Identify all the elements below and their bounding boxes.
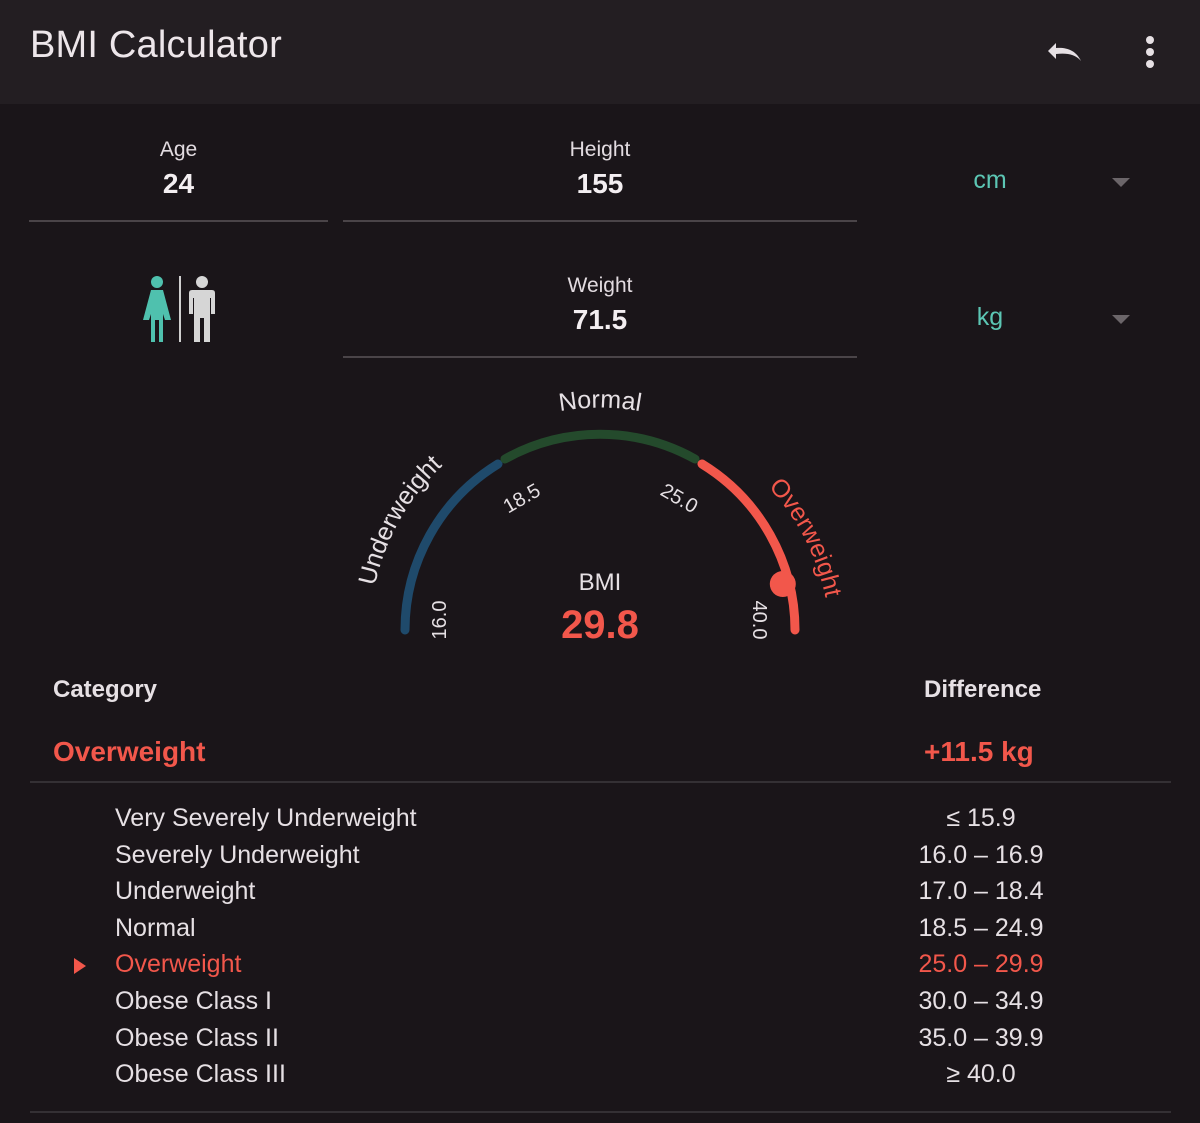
height-unit-value: cm xyxy=(973,166,1007,194)
weight-field[interactable]: Weight 71.5 xyxy=(343,274,857,358)
category-range: 17.0 – 18.4 xyxy=(918,877,1044,906)
category-name: Underweight xyxy=(115,877,256,906)
category-name: Overweight xyxy=(115,950,242,979)
zone-label-normal: Normal xyxy=(557,390,644,417)
category-name: Severely Underweight xyxy=(115,840,360,869)
more-vert-icon xyxy=(1146,36,1154,68)
chevron-down-icon xyxy=(1112,178,1130,187)
category-range: 35.0 – 39.9 xyxy=(918,1023,1044,1052)
weight-unit-select[interactable]: kg xyxy=(900,289,1130,349)
app-bar: BMI Calculator xyxy=(0,0,1200,104)
bmi-label: BMI xyxy=(579,569,622,596)
tick-label-18-5: 18.5 xyxy=(500,480,545,519)
female-icon[interactable] xyxy=(143,276,171,342)
category-row: Severely Underweight 16.0 – 16.9 xyxy=(0,837,1200,874)
category-list: Very Severely Underweight ≤ 15.9 Severely … xyxy=(0,800,1200,1093)
tick-label-40: 40.0 xyxy=(748,601,770,640)
weight-value[interactable]: 71.5 xyxy=(572,304,628,335)
category-range: 30.0 – 34.9 xyxy=(918,986,1044,1015)
bmi-gauge: Underweight Normal Overweight 16.0 18.5 … xyxy=(353,390,847,647)
height-field[interactable]: Height 155 xyxy=(343,138,857,222)
category-name: Obese Class I xyxy=(115,986,273,1015)
gauge-arc-overweight xyxy=(697,459,800,635)
category-header: Category xyxy=(53,676,158,703)
category-range: 25.0 – 29.9 xyxy=(918,950,1044,979)
tick-label-25: 25.0 xyxy=(657,480,702,519)
category-row: Obese Class II 35.0 – 39.9 xyxy=(0,1020,1200,1057)
bmi-value: 29.8 xyxy=(561,603,639,647)
gender-divider xyxy=(179,276,181,342)
play-arrow-icon xyxy=(74,958,86,975)
app-title: BMI Calculator xyxy=(30,24,282,66)
tick-label-16: 16.0 xyxy=(429,601,451,640)
category-row: Overweight 25.0 – 29.9 xyxy=(0,946,1200,983)
category-range: 16.0 – 16.9 xyxy=(918,840,1044,869)
category-row: Obese Class III ≥ 40.0 xyxy=(0,1056,1200,1093)
gauge-marker xyxy=(769,571,796,597)
more-options-button[interactable] xyxy=(1120,22,1180,82)
male-icon[interactable] xyxy=(189,276,215,342)
undo-button[interactable] xyxy=(1034,22,1094,82)
category-row: Obese Class I 30.0 – 34.9 xyxy=(0,983,1200,1020)
category-row: Very Severely Underweight ≤ 15.9 xyxy=(0,800,1200,837)
height-label: Height xyxy=(569,138,631,161)
category-name: Normal xyxy=(115,913,196,942)
weight-unit-value: kg xyxy=(976,303,1004,331)
category-range: ≥ 40.0 xyxy=(946,1060,1016,1089)
category-row: Normal 18.5 – 24.9 xyxy=(0,910,1200,947)
age-value[interactable]: 24 xyxy=(162,168,195,199)
chevron-down-icon xyxy=(1112,315,1130,324)
age-field[interactable]: Age 24 xyxy=(29,138,328,222)
category-name: Very Severely Underweight xyxy=(115,804,417,832)
gender-toggle[interactable] xyxy=(138,274,218,346)
divider xyxy=(30,781,1171,783)
category-name: Obese Class III xyxy=(115,1060,286,1089)
result-category: Overweight xyxy=(53,736,206,767)
weight-label: Weight xyxy=(567,274,633,297)
gauge-arc-underweight xyxy=(400,459,503,635)
category-row: Underweight 17.0 – 18.4 xyxy=(0,873,1200,910)
difference-header: Difference xyxy=(924,676,1042,703)
category-range: 18.5 – 24.9 xyxy=(918,913,1044,942)
height-value[interactable]: 155 xyxy=(576,168,624,199)
result-difference: +11.5 kg xyxy=(924,736,1034,767)
height-unit-select[interactable]: cm xyxy=(900,152,1130,212)
gauge-arc-normal xyxy=(500,429,700,464)
divider xyxy=(30,1111,1171,1113)
category-range: ≤ 15.9 xyxy=(946,804,1016,832)
undo-icon xyxy=(1048,43,1081,61)
age-label: Age xyxy=(159,138,198,161)
zone-label-underweight: Underweight xyxy=(353,450,446,588)
category-name: Obese Class II xyxy=(115,1023,279,1052)
